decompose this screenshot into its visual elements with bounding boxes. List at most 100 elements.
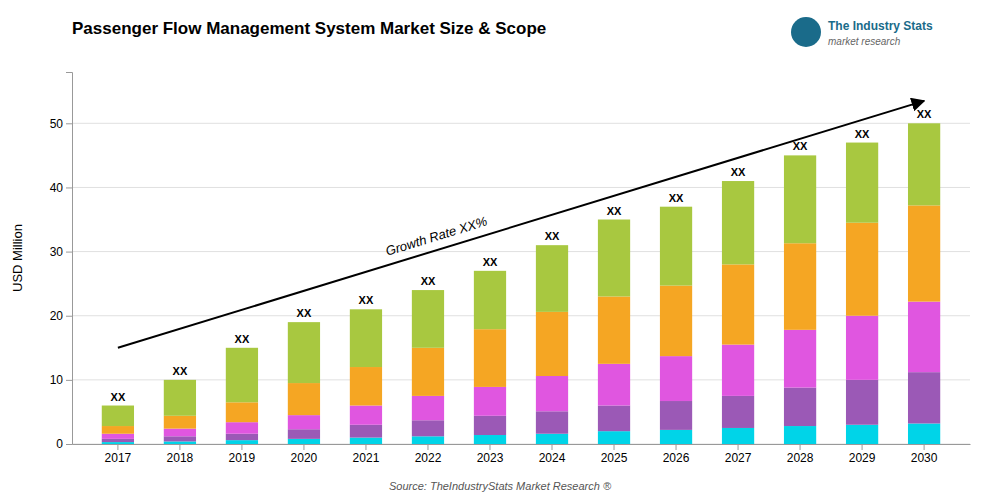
bar-segment — [102, 442, 134, 444]
y-tick: 10 — [50, 373, 72, 387]
y-tick: 50 — [50, 117, 72, 131]
total-label: XX — [421, 275, 436, 287]
x-tick: 2025 — [601, 444, 628, 465]
y-tick: 30 — [50, 245, 72, 259]
bar-segment — [598, 406, 630, 432]
x-tick-label: 2017 — [105, 451, 132, 465]
bar-segment — [102, 434, 134, 439]
bars — [102, 123, 940, 444]
x-tick: 2022 — [415, 444, 442, 465]
bar-segment — [350, 309, 382, 367]
total-label: XX — [483, 256, 498, 268]
x-tick-label: 2028 — [787, 451, 814, 465]
bar-segment — [474, 387, 506, 416]
bar-segment — [908, 123, 940, 205]
total-label: XX — [793, 140, 808, 152]
bar-segment — [846, 316, 878, 380]
x-tick: 2029 — [849, 444, 876, 465]
bar-segment — [536, 434, 568, 444]
bar-segment — [412, 436, 444, 444]
x-tick: 2018 — [167, 444, 194, 465]
bar-segment — [474, 271, 506, 329]
x-tick-mark — [241, 444, 242, 450]
grid-line — [72, 187, 970, 188]
x-tick: 2020 — [291, 444, 318, 465]
bar-segment — [908, 205, 940, 301]
bar-segment — [412, 420, 444, 436]
x-tick: 2027 — [725, 444, 752, 465]
y-tick-label: 50 — [50, 117, 64, 131]
bar-segment — [722, 264, 754, 344]
total-label: XX — [297, 307, 312, 319]
bar-segment — [288, 322, 320, 383]
total-labels: XXXXXXXXXXXXXXXXXXXXXXXXXXXX — [111, 108, 933, 402]
grid-line — [72, 444, 970, 445]
x-tick: 2026 — [663, 444, 690, 465]
bar-segment — [908, 302, 940, 373]
bar-segment — [660, 430, 692, 444]
bar-segment — [164, 441, 196, 444]
bar-segment — [226, 440, 258, 444]
bar-segment — [288, 439, 320, 444]
bar-segment — [660, 286, 692, 357]
total-label: XX — [917, 108, 932, 120]
bar-segment — [536, 245, 568, 312]
bar-segment — [350, 438, 382, 444]
bar-segment — [784, 243, 816, 330]
y-tick-label: 40 — [50, 181, 64, 195]
x-tick-mark — [365, 444, 366, 450]
bar-segment — [846, 143, 878, 223]
logo: The Industry Statsmarket research — [791, 17, 933, 47]
title: Passenger Flow Management System Market … — [72, 19, 546, 38]
x-tick-label: 2022 — [415, 451, 442, 465]
bar-segment — [598, 220, 630, 297]
bar-segment — [412, 290, 444, 348]
x-tick: 2019 — [229, 444, 256, 465]
grid — [72, 123, 970, 444]
total-label: XX — [731, 166, 746, 178]
x-axis-line — [73, 444, 971, 445]
total-label: XX — [173, 365, 188, 377]
x-tick-label: 2030 — [911, 451, 938, 465]
bar-segment — [350, 425, 382, 438]
x-tick-label: 2023 — [477, 451, 504, 465]
x-tick-label: 2027 — [725, 451, 752, 465]
bar-segment — [846, 380, 878, 425]
x-tick-mark — [489, 444, 490, 450]
y-tick-label: 0 — [56, 437, 63, 451]
x-tick-label: 2024 — [539, 451, 566, 465]
bar-segment — [536, 312, 568, 376]
x-tick-mark — [924, 444, 925, 450]
bar-segment — [474, 416, 506, 435]
bar-segment — [846, 425, 878, 444]
bar-segment — [226, 434, 258, 440]
bar-segment — [226, 348, 258, 403]
y-tick-label: 20 — [50, 309, 64, 323]
logo-title: The Industry Stats — [828, 19, 933, 33]
x-tick-mark — [862, 444, 863, 450]
y-axis-title: USD Million — [10, 224, 25, 292]
chart: 2017 2018 2019 2020 2021 2022 2023 2024 2025 2026… — [0, 0, 1000, 500]
bar-segment — [598, 431, 630, 444]
x-tick-label: 2025 — [601, 451, 628, 465]
bar-segment — [722, 181, 754, 264]
bar-segment — [536, 376, 568, 411]
bar-segment — [598, 296, 630, 363]
bar-segment — [102, 439, 134, 442]
x-axis: 2017 2018 2019 2020 2021 2022 2023 2024 2025 2026… — [73, 444, 971, 465]
bar-segment — [784, 426, 816, 444]
bar-segment — [288, 383, 320, 415]
bar-segment — [722, 345, 754, 396]
bar-segment — [164, 416, 196, 429]
bar-series — [102, 123, 940, 426]
grid-line — [72, 123, 970, 124]
x-tick: 2021 — [353, 444, 380, 465]
bar-segment — [908, 372, 940, 423]
bar-segment — [164, 429, 196, 437]
bar-segment — [350, 367, 382, 405]
bar-segment — [102, 426, 134, 434]
x-tick-mark — [614, 444, 615, 450]
bar-segment — [474, 435, 506, 444]
total-label: XX — [607, 205, 622, 217]
x-tick-mark — [303, 444, 304, 450]
